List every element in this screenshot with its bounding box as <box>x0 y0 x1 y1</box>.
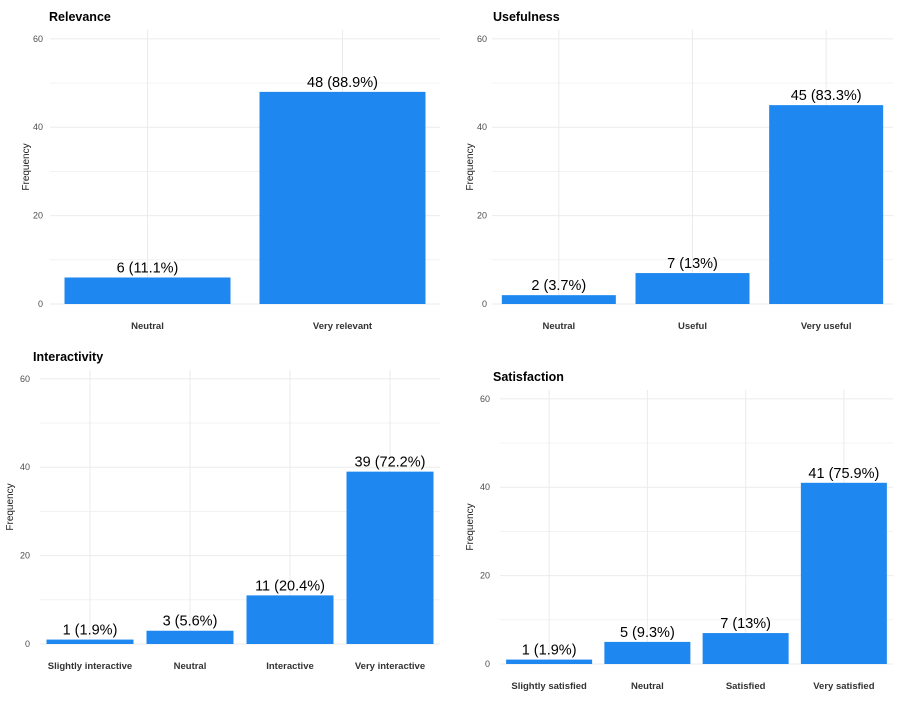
bar <box>64 277 231 304</box>
bar-value-label: 7 (13%) <box>667 256 718 272</box>
x-tick-label: Neutral <box>131 321 164 332</box>
bar <box>604 641 691 664</box>
bar <box>635 273 750 304</box>
x-tick-label: Slightly interactive <box>48 661 132 672</box>
x-tick-label: Very satisfied <box>813 681 874 692</box>
y-axis-label: Frequency <box>465 503 476 550</box>
bar <box>769 105 884 305</box>
bar <box>346 471 434 644</box>
bar-value-label: 48 (88.9%) <box>307 75 378 91</box>
chart-title: Usefulness <box>493 10 560 24</box>
bar <box>702 633 789 664</box>
bar <box>246 595 334 644</box>
y-tick-label: 20 <box>480 571 490 581</box>
y-tick-label: 40 <box>33 122 43 132</box>
x-tick-label: Neutral <box>174 661 207 672</box>
chart-title: Interactivity <box>33 350 104 364</box>
x-tick-label: Very useful <box>801 321 852 332</box>
y-tick-label: 20 <box>20 551 30 561</box>
y-tick-label: 60 <box>477 34 487 44</box>
x-tick-label: Very interactive <box>355 661 425 672</box>
chart-title: Satisfaction <box>493 370 564 384</box>
x-tick-label: Slightly satisfied <box>511 681 587 692</box>
bar <box>146 630 234 644</box>
y-tick-label: 60 <box>33 34 43 44</box>
y-tick-label: 0 <box>482 299 487 309</box>
bar-chart-usefulness: 0 20 40 60 Frequency 2 (3.7%) Neutral 7 (13%) Us… <box>465 30 893 332</box>
bar-value-label: 45 (83.3%) <box>791 88 862 104</box>
y-tick-label: 0 <box>485 659 490 669</box>
bar-value-label: 7 (13%) <box>720 616 771 632</box>
x-tick-label: Satisfied <box>726 681 766 692</box>
y-axis-label: Frequency <box>465 143 476 190</box>
bar-chart-relevance: 0 20 40 60 Frequency 6 (11.1%) Neutral 48 (88.9… <box>21 30 440 332</box>
x-tick-label: Neutral <box>542 321 575 332</box>
y-axis-label: Frequency <box>21 143 32 190</box>
y-tick-label: 40 <box>480 482 490 492</box>
bar-value-label: 6 (11.1%) <box>117 260 179 276</box>
bar <box>46 639 134 644</box>
bar <box>501 295 616 304</box>
x-tick-label: Neutral <box>631 681 664 692</box>
y-tick-label: 20 <box>33 211 43 221</box>
bar-value-label: 1 (1.9%) <box>63 623 118 639</box>
bar-value-label: 41 (75.9%) <box>808 466 879 482</box>
y-tick-label: 60 <box>480 394 490 404</box>
bar <box>259 91 426 304</box>
y-tick-label: 0 <box>25 639 30 649</box>
y-tick-label: 40 <box>477 122 487 132</box>
y-tick-label: 40 <box>20 462 30 472</box>
bar-value-label: 3 (5.6%) <box>163 614 218 630</box>
y-tick-label: 20 <box>477 211 487 221</box>
x-tick-label: Interactive <box>266 661 314 672</box>
y-tick-label: 60 <box>20 374 30 384</box>
y-tick-label: 0 <box>38 299 43 309</box>
bar-value-label: 2 (3.7%) <box>531 278 586 294</box>
bar <box>506 659 593 664</box>
bar-chart-interactivity: 0 20 40 60 Frequency 1 (1.9%) Slightly interac… <box>5 370 440 672</box>
y-axis-label: Frequency <box>5 483 16 530</box>
chart-title: Relevance <box>49 10 111 24</box>
bar-value-label: 5 (9.3%) <box>620 625 675 641</box>
x-tick-label: Useful <box>678 321 707 332</box>
bar-value-label: 39 (72.2%) <box>355 455 426 471</box>
bar <box>800 482 887 664</box>
x-tick-label: Very relevant <box>313 321 373 332</box>
bar-value-label: 1 (1.9%) <box>522 643 577 659</box>
bar-value-label: 11 (20.4%) <box>255 578 325 594</box>
